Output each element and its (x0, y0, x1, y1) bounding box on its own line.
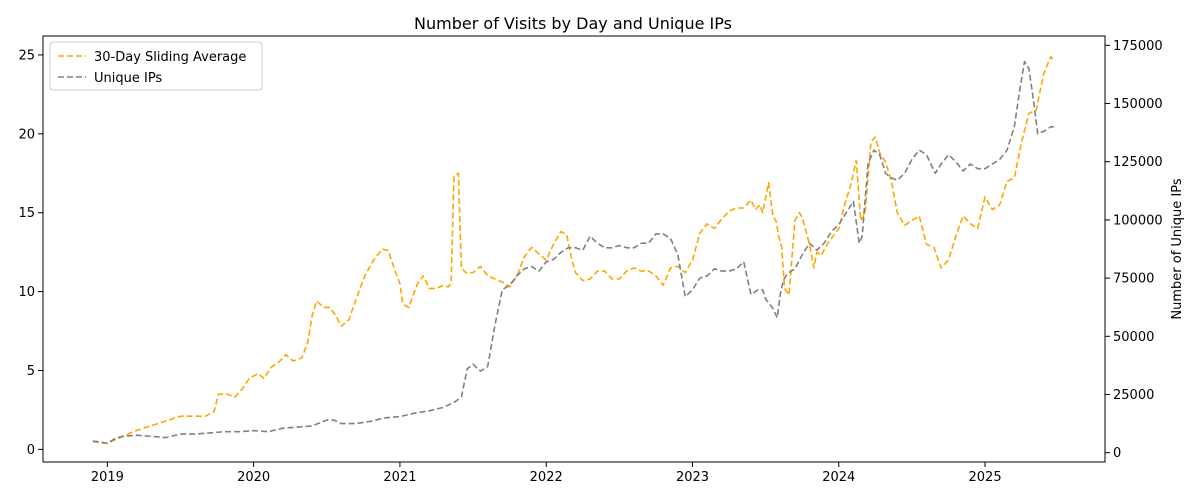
left-y-tick-label: 20 (18, 127, 35, 142)
right-y-tick-label: 150000 (1113, 97, 1163, 112)
x-tick-label: 2025 (969, 470, 1002, 485)
plot-area (92, 55, 1055, 445)
x-tick-label: 2019 (91, 470, 124, 485)
right-y-tick-label: 0 (1113, 446, 1121, 461)
right-y-tick-label: 25000 (1113, 388, 1154, 403)
right-y-tick-label: 100000 (1113, 213, 1163, 228)
right-y-tick-label: 75000 (1113, 272, 1154, 287)
series-line-unique-ips (92, 60, 1054, 445)
legend-label-unique-ips: Unique IPs (94, 71, 162, 86)
legend-label-sliding-average: 30-Day Sliding Average (94, 50, 246, 65)
x-tick-label: 2023 (676, 470, 709, 485)
right-y-axis: 0 25000 50000 75000 100000 125000 150000 175000 (1105, 39, 1163, 461)
right-y-tick-label: 50000 (1113, 330, 1154, 345)
right-y-axis-label: Number of Unique IPs (1170, 178, 1185, 319)
x-tick-label: 2020 (237, 470, 270, 485)
left-y-tick-label: 25 (18, 48, 35, 63)
left-y-tick-label: 10 (18, 285, 35, 300)
plot-frame (42, 35, 1106, 463)
chart-title: Number of Visits by Day and Unique IPs (414, 14, 732, 33)
left-y-tick-label: 5 (27, 364, 35, 379)
left-y-tick-label: 15 (18, 206, 35, 221)
right-y-tick-label: 175000 (1113, 39, 1163, 54)
x-tick-label: 2022 (530, 470, 563, 485)
right-y-tick-label: 125000 (1113, 155, 1163, 170)
left-y-axis: 0 5 10 15 20 25 (18, 48, 43, 458)
x-tick-label: 2021 (383, 470, 416, 485)
x-tick-label: 2024 (822, 470, 855, 485)
series-line-sliding-average (92, 55, 1055, 444)
legend: 30-Day Sliding Average Unique IPs (49, 41, 263, 91)
x-axis: 2019 2020 2021 2022 2023 2024 2025 (91, 462, 1002, 485)
legend-box (49, 41, 263, 91)
left-y-tick-label: 0 (27, 443, 35, 458)
